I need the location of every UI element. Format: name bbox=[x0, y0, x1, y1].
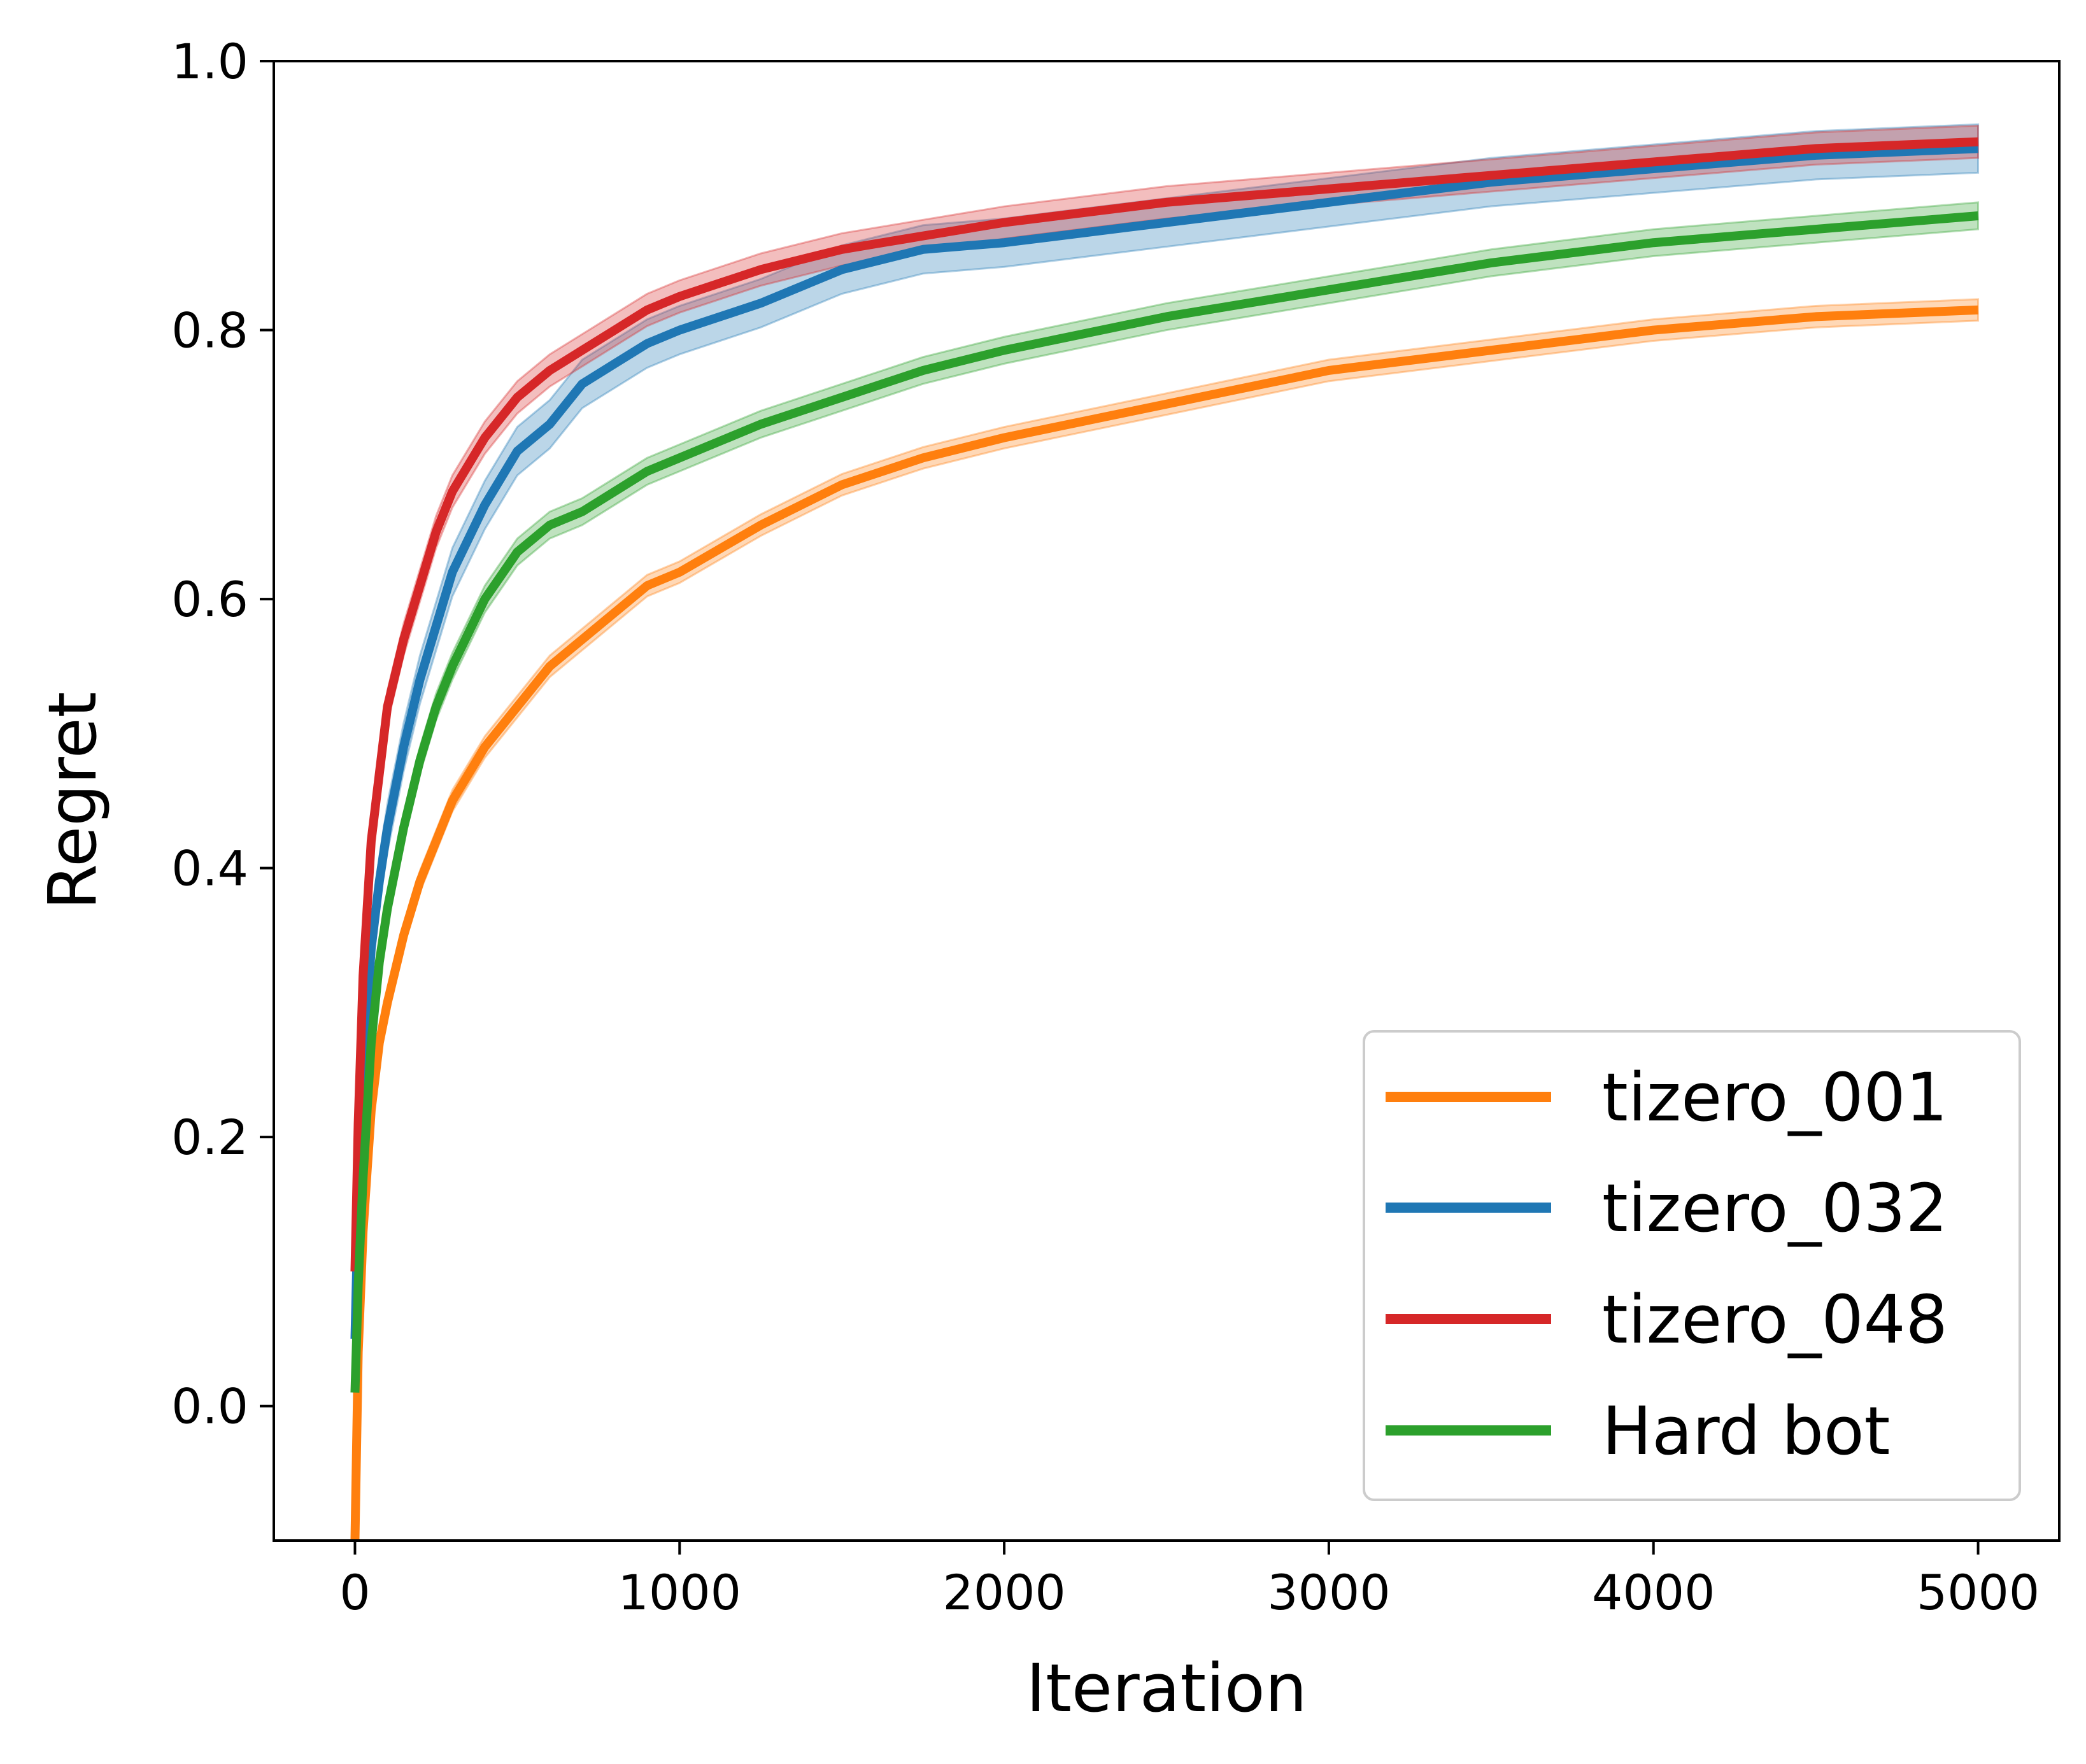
y-tick-label: 0.4 bbox=[171, 840, 248, 897]
line-tizero-001 bbox=[350, 305, 1978, 1541]
legend-label-tizero-032: tizero_032 bbox=[1602, 1169, 1948, 1247]
y-axis-label: Regret bbox=[34, 692, 111, 910]
legend-box bbox=[1363, 1030, 2021, 1501]
line-tizero-032 bbox=[350, 144, 1978, 1339]
x-tick-label: 5000 bbox=[1917, 1564, 2040, 1621]
y-tick-label: 0.6 bbox=[171, 571, 248, 628]
x-tick-label: 1000 bbox=[618, 1564, 741, 1621]
y-axis-ticks: 0.0 0.2 0.4 0.6 0.8 1.0 bbox=[171, 33, 274, 1435]
band-tizero-048 bbox=[353, 124, 1980, 1288]
legend-label-tizero-048: tizero_048 bbox=[1602, 1281, 1948, 1358]
line-hard-bot bbox=[350, 211, 1979, 1393]
x-tick-label: 4000 bbox=[1592, 1564, 1715, 1621]
y-tick-label: 0.8 bbox=[171, 302, 248, 359]
band-tizero-032 bbox=[353, 123, 1980, 1364]
plot-frame bbox=[273, 60, 2061, 1542]
y-tick-label: 0.0 bbox=[171, 1378, 248, 1435]
x-tick-label: 2000 bbox=[942, 1564, 1065, 1621]
legend: tizero_001 tizero_032 tizero_048 Hard bot bbox=[1363, 1030, 2021, 1501]
line-tizero-048 bbox=[350, 137, 1978, 1272]
y-tick-label: 1.0 bbox=[171, 33, 248, 90]
series-lines bbox=[350, 137, 1979, 1541]
x-axis-ticks: 0 1000 2000 3000 4000 5000 bbox=[339, 1541, 2040, 1621]
x-axis-label: Iteration bbox=[1026, 1649, 1307, 1727]
x-tick-label: 0 bbox=[339, 1564, 370, 1621]
y-tick-label: 0.2 bbox=[171, 1109, 248, 1166]
legend-label-hard-bot: Hard bot bbox=[1602, 1392, 1890, 1470]
x-tick-label: 3000 bbox=[1267, 1564, 1390, 1621]
legend-label-tizero-001: tizero_001 bbox=[1602, 1059, 1948, 1136]
